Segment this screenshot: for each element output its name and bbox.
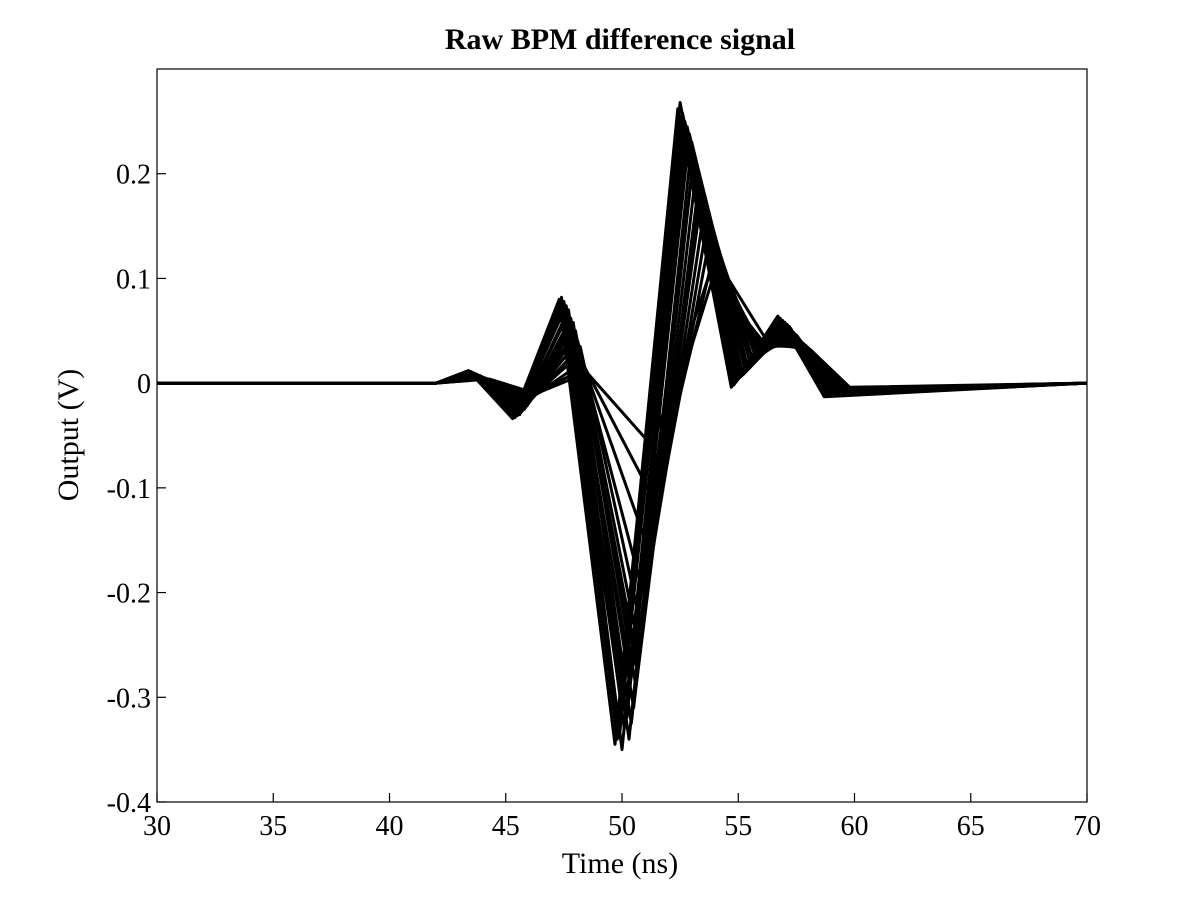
series-line-20	[157, 203, 1088, 657]
y-tick-label: -0.1	[107, 474, 151, 505]
y-tick-label: -0.2	[107, 579, 151, 610]
chart-title: Raw BPM difference signal	[445, 23, 795, 56]
x-tick-label: 65	[957, 811, 985, 842]
y-axis-label: Output (V)	[52, 369, 85, 501]
series-line-9	[157, 182, 1088, 689]
x-tick-label: 45	[492, 811, 520, 842]
x-axis-label: Time (ns)	[562, 847, 678, 880]
y-axis: -0.4 -0.3 -0.2 -0.1 0 0.1 0.2	[107, 160, 166, 819]
series-group	[157, 101, 1088, 752]
series-line-22	[157, 256, 1088, 448]
x-tick-label: 60	[841, 811, 869, 842]
series-line-14	[157, 266, 1088, 542]
y-tick-label: 0	[137, 369, 151, 400]
y-tick-label: 0.1	[116, 264, 151, 295]
x-tick-label: 55	[724, 811, 752, 842]
x-tick-label: 35	[259, 811, 287, 842]
y-tick-label: 0.2	[116, 160, 151, 191]
x-tick-label: 30	[143, 811, 171, 842]
x-tick-label: 70	[1073, 811, 1101, 842]
x-axis: 30 35 40 45 50 55 60 65 70	[143, 793, 1101, 842]
y-tick-label: -0.3	[107, 683, 151, 714]
series-line-10	[157, 198, 1088, 668]
x-tick-label: 40	[376, 811, 404, 842]
y-tick-label: -0.4	[107, 788, 151, 819]
x-tick-label: 50	[608, 811, 636, 842]
